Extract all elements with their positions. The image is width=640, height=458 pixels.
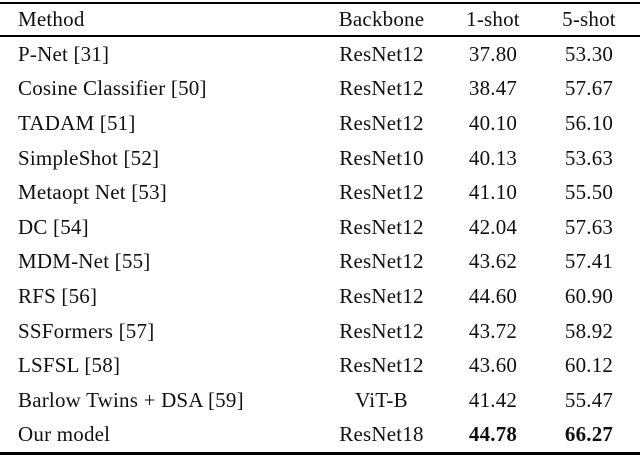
one-shot-cell: 43.60 xyxy=(468,353,518,378)
one-shot-cell: 40.10 xyxy=(468,110,518,135)
one-shot-cell: 43.62 xyxy=(468,249,518,274)
method-cell: Cosine Classifier [50] xyxy=(18,76,207,101)
table-row: LSFSL [58] ResNet12 43.60 60.12 xyxy=(0,348,640,383)
table-row: TADAM [51] ResNet12 40.10 56.10 xyxy=(0,106,640,141)
backbone-cell: ResNet12 xyxy=(339,353,424,378)
five-shot-cell: 60.12 xyxy=(564,353,614,378)
table-row: MDM-Net [55] ResNet12 43.62 57.41 xyxy=(0,245,640,280)
column-header-backbone: Backbone xyxy=(338,7,425,31)
backbone-cell: ResNet10 xyxy=(339,145,424,170)
backbone-cell: ResNet18 xyxy=(339,422,424,447)
table-row: Barlow Twins + DSA [59] ViT-B 41.42 55.4… xyxy=(0,383,640,418)
table-row: Metaopt Net [53] ResNet12 41.10 55.50 xyxy=(0,175,640,210)
method-cell: Barlow Twins + DSA [59] xyxy=(18,387,244,412)
one-shot-cell: 44.60 xyxy=(468,283,518,308)
table-row: DC [54] ResNet12 42.04 57.63 xyxy=(0,210,640,245)
five-shot-cell: 66.27 xyxy=(564,422,614,447)
method-cell: Metaopt Net [53] xyxy=(18,180,167,205)
table-header-row: Method Backbone 1-shot 5-shot xyxy=(0,4,640,35)
backbone-cell: ViT-B xyxy=(355,387,408,412)
method-cell: RFS [56] xyxy=(18,283,98,308)
one-shot-cell: 42.04 xyxy=(468,214,518,239)
five-shot-cell: 58.92 xyxy=(564,318,614,343)
one-shot-cell: 44.78 xyxy=(468,422,518,447)
backbone-cell: ResNet12 xyxy=(339,180,424,205)
five-shot-cell: 60.90 xyxy=(564,283,614,308)
header-rule xyxy=(0,35,640,37)
backbone-cell: ResNet12 xyxy=(339,76,424,101)
table-row: Our model ResNet18 44.78 66.27 xyxy=(0,418,640,453)
five-shot-cell: 56.10 xyxy=(564,110,614,135)
five-shot-cell: 55.47 xyxy=(564,387,614,412)
backbone-cell: ResNet12 xyxy=(339,41,424,66)
table-row: SimpleShot [52] ResNet10 40.13 53.63 xyxy=(0,141,640,176)
method-cell: SimpleShot [52] xyxy=(18,145,160,170)
bottom-rule xyxy=(0,452,640,455)
one-shot-cell: 43.72 xyxy=(468,318,518,343)
five-shot-cell: 57.41 xyxy=(564,249,614,274)
one-shot-cell: 40.13 xyxy=(468,145,518,170)
five-shot-cell: 53.63 xyxy=(564,145,614,170)
method-cell: SSFormers [57] xyxy=(18,318,155,343)
one-shot-cell: 41.10 xyxy=(468,180,518,205)
top-rule xyxy=(0,2,640,4)
one-shot-cell: 41.42 xyxy=(468,387,518,412)
table-row: P-Net [31] ResNet12 37.80 53.30 xyxy=(0,37,640,72)
one-shot-cell: 37.80 xyxy=(468,41,518,66)
table-row: RFS [56] ResNet12 44.60 60.90 xyxy=(0,279,640,314)
five-shot-cell: 53.30 xyxy=(564,41,614,66)
column-header-five-shot: 5-shot xyxy=(562,7,616,31)
five-shot-cell: 55.50 xyxy=(564,180,614,205)
backbone-cell: ResNet12 xyxy=(339,249,424,274)
method-cell: P-Net [31] xyxy=(18,41,110,66)
method-cell: MDM-Net [55] xyxy=(18,249,151,274)
five-shot-cell: 57.67 xyxy=(564,76,614,101)
backbone-cell: ResNet12 xyxy=(339,283,424,308)
table-row: Cosine Classifier [50] ResNet12 38.47 57… xyxy=(0,72,640,107)
column-header-method: Method xyxy=(18,7,85,31)
method-cell: Our model xyxy=(18,422,111,447)
backbone-cell: ResNet12 xyxy=(339,318,424,343)
backbone-cell: ResNet12 xyxy=(339,214,424,239)
five-shot-cell: 57.63 xyxy=(564,214,614,239)
backbone-cell: ResNet12 xyxy=(339,110,424,135)
table-row: SSFormers [57] ResNet12 43.72 58.92 xyxy=(0,314,640,349)
table-body: P-Net [31] ResNet12 37.80 53.30 Cosine C… xyxy=(0,37,640,452)
one-shot-cell: 38.47 xyxy=(468,76,518,101)
method-cell: LSFSL [58] xyxy=(18,353,121,378)
method-cell: DC [54] xyxy=(18,214,89,239)
method-cell: TADAM [51] xyxy=(18,110,136,135)
column-header-one-shot: 1-shot xyxy=(466,7,520,31)
